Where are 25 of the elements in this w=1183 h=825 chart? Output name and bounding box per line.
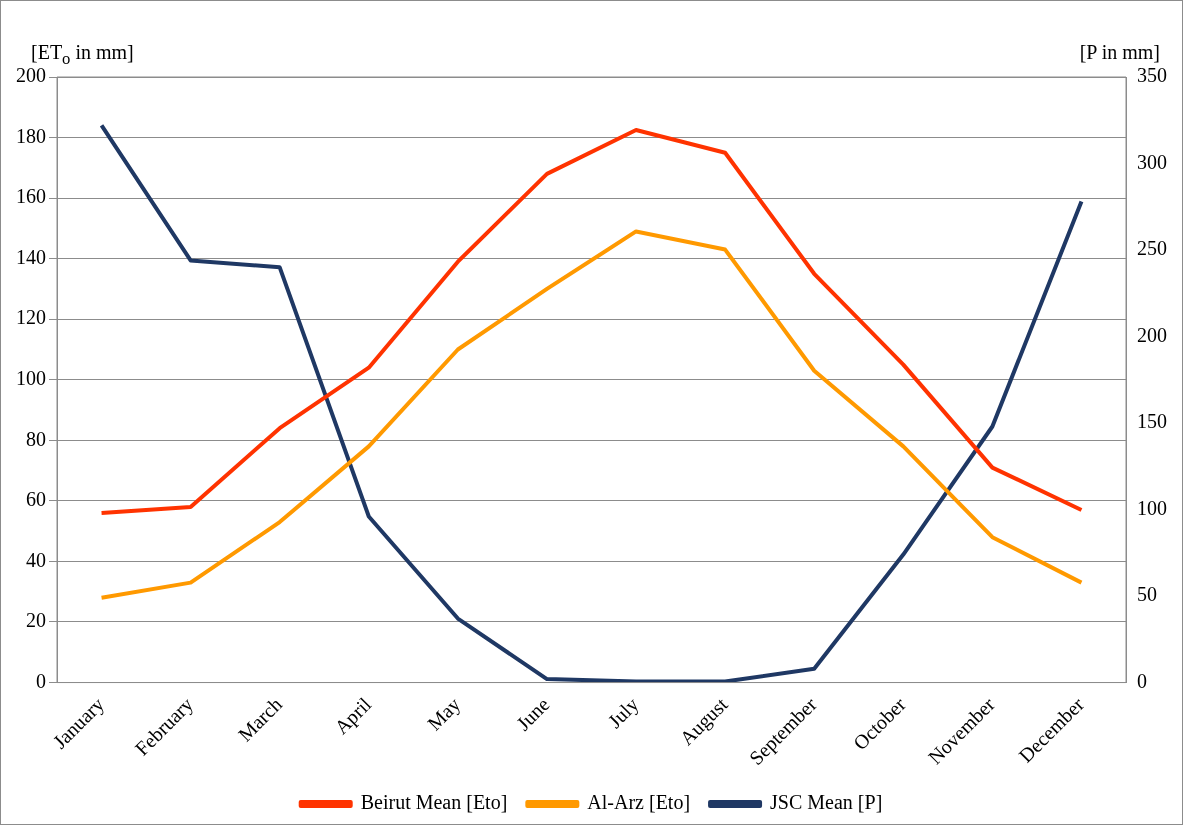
- y2-tick-label: 150: [1137, 410, 1167, 433]
- y-tick-label: 20: [26, 609, 46, 632]
- legend-label: JSC Mean [P]: [770, 791, 883, 814]
- y-tick-label: 180: [16, 124, 46, 147]
- y2-tick-label: 250: [1137, 237, 1167, 260]
- y-tick-label: 100: [16, 367, 46, 390]
- y2-tick-label: 50: [1137, 583, 1157, 606]
- y2-tick-label: 200: [1137, 323, 1167, 346]
- y-tick-label: 40: [26, 548, 46, 571]
- y-tick-label: 60: [26, 488, 46, 511]
- legend-label: Beirut Mean [Eto]: [360, 791, 508, 814]
- y2-tick-label: 350: [1137, 64, 1167, 87]
- y-tick-label: 80: [26, 427, 46, 450]
- y-tick-label: 160: [16, 185, 46, 208]
- x-tick-label: May: [422, 693, 466, 736]
- y-tick-label: 0: [36, 669, 46, 692]
- legend-label: Al-Arz [Eto]: [587, 791, 691, 814]
- y-tick-label: 140: [16, 245, 46, 268]
- x-tick-label: July: [603, 693, 644, 733]
- y2-axis-title: [P in mm]: [1079, 41, 1160, 64]
- y-tick-label: 120: [16, 306, 46, 329]
- x-tick-label: June: [512, 692, 554, 735]
- y2-tick-label: 300: [1137, 150, 1167, 173]
- y2-tick-label: 0: [1137, 669, 1147, 692]
- y2-tick-label: 100: [1137, 496, 1167, 519]
